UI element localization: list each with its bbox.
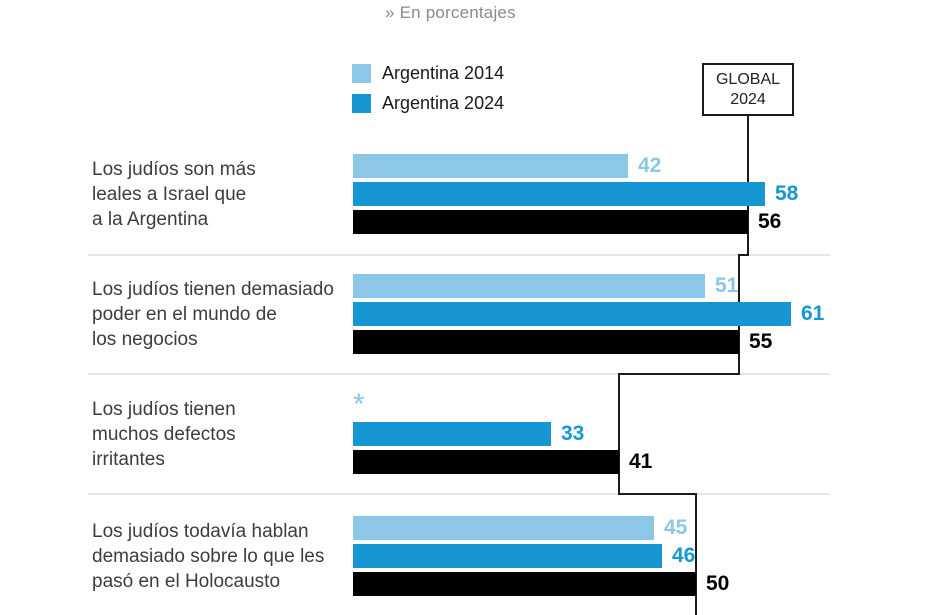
bar-global_2024 — [353, 330, 739, 354]
group-label-line: Los judíos tienen demasiado — [92, 279, 334, 300]
value-label-argentina_2024: 61 — [801, 302, 825, 325]
legend-label-2014: Argentina 2014 — [382, 62, 505, 83]
group-label-line: leales a Israel que — [92, 184, 247, 205]
group-label-line: poder en el mundo de — [92, 304, 277, 325]
value-label-argentina_2014: 45 — [664, 516, 688, 539]
group-label-line: Los judíos tienen — [92, 399, 236, 420]
group-label-line: Los judíos todavía hablan — [92, 521, 309, 542]
bar-argentina_2024 — [353, 544, 662, 568]
bar-global_2024 — [353, 450, 619, 474]
legend-swatch-2024-icon — [352, 93, 371, 113]
bar-argentina_2014 — [353, 154, 628, 178]
bar-global_2024 — [353, 210, 748, 234]
bar-argentina_2024 — [353, 182, 765, 206]
group-label-line: a la Argentina — [92, 209, 209, 230]
legend-item-argentina-2024: Argentina 2024 — [352, 93, 504, 113]
group-label-line: muchos defectos — [92, 424, 236, 445]
group-label-line: irritantes — [92, 449, 165, 470]
global-2024-label-box: GLOBAL 2024 — [702, 63, 794, 116]
value-label-global_2024: 55 — [749, 330, 773, 353]
legend-swatch-2014-icon — [352, 63, 371, 83]
group-label: Los judíos todavía hablan demasiado sobre… — [92, 519, 347, 594]
bar-global_2024 — [353, 572, 696, 596]
no-data-asterisk: * — [353, 388, 365, 421]
legend-item-argentina-2014: Argentina 2014 — [352, 63, 504, 83]
global-box-line1: GLOBAL — [715, 70, 781, 88]
group-label-line: los negocios — [92, 329, 198, 350]
chart-subtitle: » En porcentajes — [385, 3, 516, 22]
group-label-line: pasó en el Holocausto — [92, 571, 281, 592]
bar-argentina_2014 — [353, 274, 705, 298]
value-label-global_2024: 56 — [758, 210, 782, 233]
value-label-global_2024: 50 — [706, 572, 730, 595]
bar-argentina_2014 — [353, 516, 654, 540]
group-label-line: Los judíos son más — [92, 159, 256, 180]
value-label-argentina_2014: 51 — [715, 274, 739, 297]
group-label: Los judíos tienen demasiado poder en el m… — [92, 277, 347, 352]
legend-label-2024: Argentina 2024 — [382, 92, 505, 113]
value-label-argentina_2024: 33 — [561, 422, 585, 445]
bar-argentina_2024 — [353, 422, 551, 446]
bar-argentina_2024 — [353, 302, 791, 326]
value-label-argentina_2024: 58 — [775, 182, 799, 205]
group-label: Los judíos son más leales a Israel que a l… — [92, 157, 347, 232]
value-label-argentina_2014: 42 — [638, 154, 662, 177]
group-label-line: demasiado sobre lo que les — [92, 546, 325, 567]
legend: Argentina 2014 Argentina 2024 — [352, 63, 504, 123]
value-label-global_2024: 41 — [629, 450, 653, 473]
group-label: Los judíos tienen muchos defectos irritant… — [92, 397, 347, 472]
global-box-line2: 2024 — [730, 90, 766, 108]
value-label-argentina_2024: 46 — [672, 544, 696, 567]
global-2024-stepped-line — [618, 116, 749, 615]
